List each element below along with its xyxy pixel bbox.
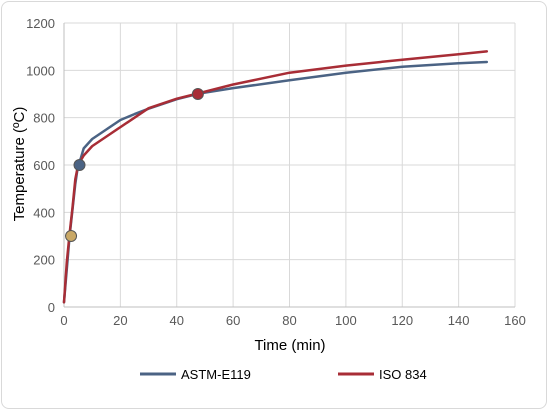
data-point-marker	[65, 230, 78, 242]
grid-lines	[64, 22, 516, 307]
y-tick-label: 400	[33, 205, 55, 220]
x-axis-title: Time (min)	[254, 337, 325, 354]
y-axis-title: Temperature (ºC)	[11, 107, 28, 222]
x-tick-label: 20	[113, 313, 127, 328]
series-line-astm-e119	[62, 60, 489, 304]
x-tick-label: 140	[448, 313, 470, 328]
series-line-iso-834	[62, 50, 489, 304]
x-tick-label: 160	[504, 313, 526, 328]
y-tick-label: 1000	[26, 63, 55, 78]
y-tick-label: 800	[33, 111, 55, 126]
y-tick-label: 600	[33, 158, 55, 173]
x-tick-label: 120	[391, 313, 413, 328]
y-tick-label: 200	[33, 253, 55, 268]
x-tick-labels: 0 20 40 60 80 100 120 140 160	[60, 313, 525, 328]
x-tick-label: 0	[60, 313, 67, 328]
legend-label-iso-834: ISO 834	[379, 367, 427, 382]
x-tick-label: 100	[335, 313, 357, 328]
legend: ASTM-E119 ISO 834	[140, 367, 427, 382]
x-tick-label: 60	[226, 313, 240, 328]
data-point-marker	[191, 88, 204, 100]
y-tick-label: 0	[48, 300, 55, 315]
axes	[63, 23, 515, 308]
series-lines	[62, 50, 489, 304]
legend-label-astm-e119: ASTM-E119	[181, 367, 251, 382]
highlight-markers	[65, 88, 204, 242]
y-tick-labels: 0 200 400 600 800 1000 1200	[26, 16, 55, 315]
data-point-marker	[73, 159, 86, 171]
y-tick-label: 1200	[26, 16, 55, 31]
x-tick-label: 40	[170, 313, 184, 328]
x-tick-label: 80	[282, 313, 296, 328]
